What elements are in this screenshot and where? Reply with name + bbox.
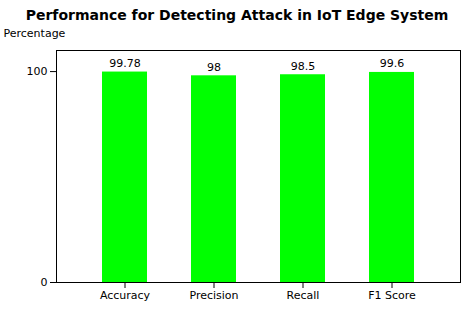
svg-text:100: 100 — [27, 65, 48, 78]
svg-text:Accuracy: Accuracy — [100, 289, 151, 302]
svg-text:98: 98 — [207, 61, 221, 74]
html-text:Performance for Detecting Atta: Performance for Detecting Attack in IoT … — [25, 7, 449, 23]
svg-text:Precision: Precision — [189, 289, 238, 302]
svg-text:99.6: 99.6 — [380, 57, 405, 70]
svg-text:F1 Score: F1 Score — [368, 289, 416, 302]
svg-text:99.78: 99.78 — [109, 57, 141, 70]
svg-text:0: 0 — [41, 276, 48, 289]
svg-text:Recall: Recall — [287, 289, 320, 302]
svg-text:98.5: 98.5 — [291, 60, 316, 73]
svg-text:Percentage: Percentage — [4, 27, 66, 40]
